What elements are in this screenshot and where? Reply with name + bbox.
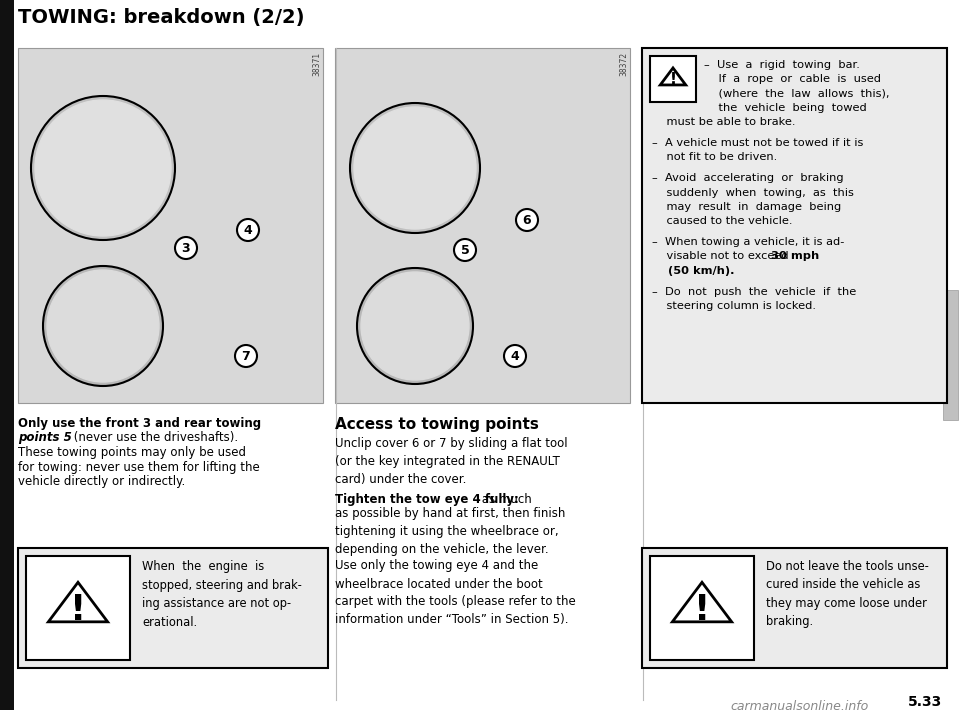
Polygon shape xyxy=(48,582,108,622)
FancyBboxPatch shape xyxy=(650,556,754,660)
Text: 38371: 38371 xyxy=(312,52,321,76)
Text: steering column is locked.: steering column is locked. xyxy=(652,301,816,311)
Text: 4: 4 xyxy=(511,349,519,363)
Text: 3: 3 xyxy=(181,241,190,254)
Text: (50 km/h).: (50 km/h). xyxy=(652,266,734,275)
FancyBboxPatch shape xyxy=(0,0,14,710)
Text: caused to the vehicle.: caused to the vehicle. xyxy=(652,216,793,226)
Text: !: ! xyxy=(694,593,710,627)
Text: may  result  in  damage  being: may result in damage being xyxy=(652,202,841,212)
Text: carmanualsonline.info: carmanualsonline.info xyxy=(731,700,869,710)
Text: the  vehicle  being  towed: the vehicle being towed xyxy=(704,103,867,113)
FancyBboxPatch shape xyxy=(642,548,947,668)
Circle shape xyxy=(237,219,259,241)
Circle shape xyxy=(175,237,197,259)
Text: –  Use  a  rigid  towing  bar.: – Use a rigid towing bar. xyxy=(704,60,860,70)
Text: 5.33: 5.33 xyxy=(908,695,942,709)
Polygon shape xyxy=(672,582,732,622)
Text: 7: 7 xyxy=(242,349,251,363)
Text: –  Avoid  accelerating  or  braking: – Avoid accelerating or braking xyxy=(652,173,844,183)
Text: TOWING: breakdown (2/2): TOWING: breakdown (2/2) xyxy=(18,8,304,27)
FancyBboxPatch shape xyxy=(26,556,130,660)
Text: When  the  engine  is
stopped, steering and brak-
ing assistance are not op-
era: When the engine is stopped, steering and… xyxy=(142,560,301,628)
Text: Only use the front 3 and rear towing: Only use the front 3 and rear towing xyxy=(18,417,261,430)
Circle shape xyxy=(357,268,473,384)
Text: 5: 5 xyxy=(461,244,469,256)
Circle shape xyxy=(43,266,163,386)
FancyBboxPatch shape xyxy=(18,548,328,668)
FancyBboxPatch shape xyxy=(642,48,947,403)
Circle shape xyxy=(235,345,257,367)
Text: –  Do  not  push  the  vehicle  if  the: – Do not push the vehicle if the xyxy=(652,287,856,297)
Text: Do not leave the tools unse-
cured inside the vehicle as
they may come loose und: Do not leave the tools unse- cured insid… xyxy=(766,560,929,628)
Text: 38372: 38372 xyxy=(619,52,628,76)
Text: points 5: points 5 xyxy=(18,432,72,444)
Text: These towing points may only be used: These towing points may only be used xyxy=(18,446,246,459)
Text: !: ! xyxy=(70,593,86,627)
Text: must be able to brake.: must be able to brake. xyxy=(652,117,796,127)
Text: Unclip cover 6 or 7 by sliding a flat tool
(or the key integrated in the RENAULT: Unclip cover 6 or 7 by sliding a flat to… xyxy=(335,437,567,486)
Text: suddenly  when  towing,  as  this: suddenly when towing, as this xyxy=(652,187,853,197)
Text: If  a  rope  or  cable  is  used: If a rope or cable is used xyxy=(704,75,881,84)
Text: –  When towing a vehicle, it is ad-: – When towing a vehicle, it is ad- xyxy=(652,237,845,247)
Circle shape xyxy=(454,239,476,261)
Text: (never use the driveshafts).: (never use the driveshafts). xyxy=(70,432,238,444)
Circle shape xyxy=(35,100,171,236)
Circle shape xyxy=(361,272,469,380)
Text: visable not to exceed: visable not to exceed xyxy=(652,251,792,261)
Text: as possible by hand at first, then finish
tightening it using the wheelbrace or,: as possible by hand at first, then finis… xyxy=(335,508,565,557)
Circle shape xyxy=(350,103,480,233)
FancyBboxPatch shape xyxy=(335,48,630,403)
Polygon shape xyxy=(660,68,685,85)
Text: Tighten the tow eye 4 fully:: Tighten the tow eye 4 fully: xyxy=(335,493,518,506)
Text: not fit to be driven.: not fit to be driven. xyxy=(652,152,778,162)
Text: 4: 4 xyxy=(244,224,252,236)
Circle shape xyxy=(504,345,526,367)
Text: –  A vehicle must not be towed if it is: – A vehicle must not be towed if it is xyxy=(652,138,863,148)
Circle shape xyxy=(516,209,538,231)
Text: Use only the towing eye 4 and the
wheelbrace located under the boot
carpet with : Use only the towing eye 4 and the wheelb… xyxy=(335,559,576,626)
Text: 6: 6 xyxy=(522,214,531,226)
Text: vehicle directly or indirectly.: vehicle directly or indirectly. xyxy=(18,475,185,488)
Text: (where  the  law  allows  this),: (where the law allows this), xyxy=(704,89,890,99)
Text: !: ! xyxy=(669,72,677,87)
Text: Access to towing points: Access to towing points xyxy=(335,417,539,432)
Text: as much: as much xyxy=(478,493,532,506)
Circle shape xyxy=(354,107,476,229)
Text: for towing: never use them for lifting the: for towing: never use them for lifting t… xyxy=(18,461,260,474)
Circle shape xyxy=(31,96,175,240)
FancyBboxPatch shape xyxy=(650,56,696,102)
FancyBboxPatch shape xyxy=(943,290,958,420)
Text: 30 mph: 30 mph xyxy=(771,251,819,261)
Circle shape xyxy=(47,270,159,382)
FancyBboxPatch shape xyxy=(18,48,323,403)
